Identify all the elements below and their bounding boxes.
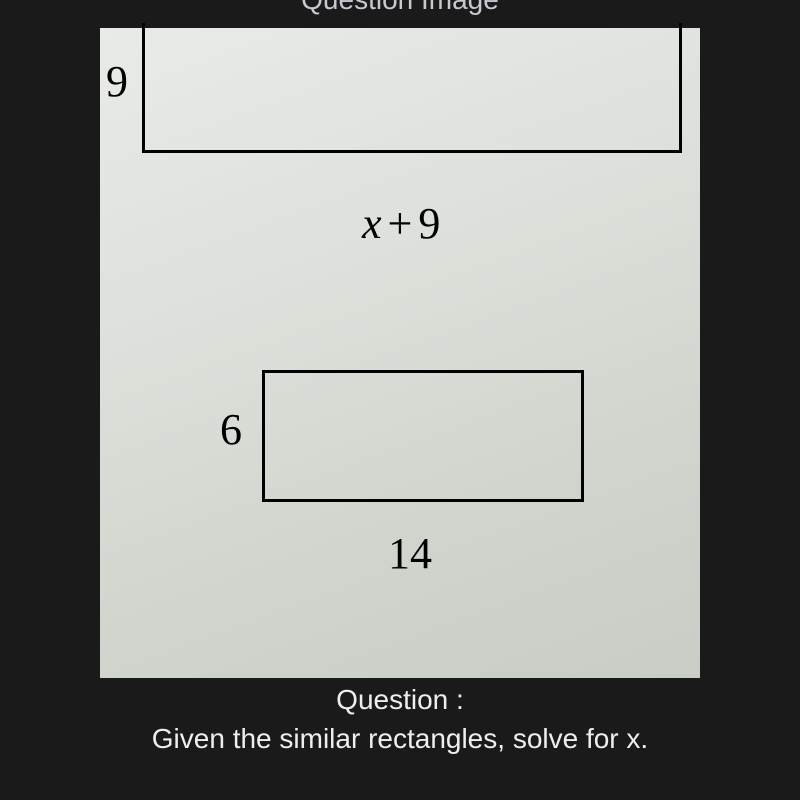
rectangle-small <box>262 370 584 502</box>
rectangle-large <box>142 23 682 153</box>
header-title-text: Question Image <box>301 0 499 15</box>
rect1-bottom-num: 9 <box>418 199 440 248</box>
question-block: Question : Given the similar rectangles,… <box>0 680 800 758</box>
diagram-paper: 9 x+9 6 14 <box>100 28 700 678</box>
rect2-bottom-label: 14 <box>388 528 432 579</box>
rect1-bottom-var: x <box>362 199 382 248</box>
question-heading: Question : <box>0 680 800 719</box>
rect1-bottom-plus: + <box>388 199 413 248</box>
rect1-side-label: 9 <box>106 56 128 107</box>
rect1-bottom-label: x+9 <box>362 198 440 249</box>
rect2-side-label: 6 <box>220 404 242 455</box>
question-body: Given the similar rectangles, solve for … <box>0 719 800 758</box>
